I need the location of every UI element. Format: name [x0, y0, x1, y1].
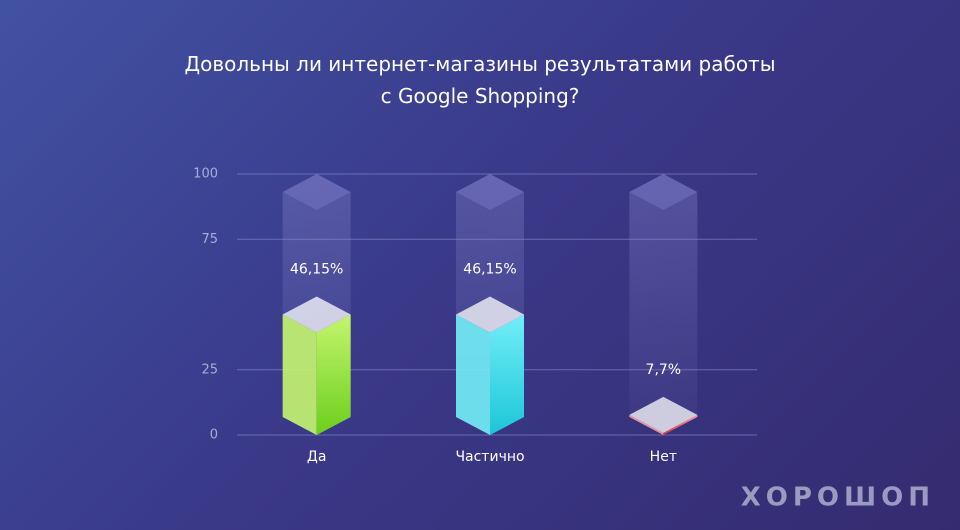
bar-left-face: [282, 314, 317, 435]
value-label: 46,15%: [463, 262, 516, 278]
bar-right-face: [316, 314, 351, 435]
ghost-column: [629, 174, 698, 435]
y-tick-label: 100: [193, 167, 218, 182]
bar-right-face: [663, 414, 698, 435]
value-label: 46,15%: [290, 262, 343, 278]
ghost-top: [456, 174, 524, 210]
bar: [629, 396, 698, 435]
brand: ХОРОШОП: [741, 483, 935, 513]
bar-right-face: [490, 314, 524, 435]
ghost-top: [629, 174, 698, 210]
x-tick-label: Да: [307, 449, 327, 465]
ghost-top: [282, 174, 351, 210]
x-tick-label: Частично: [455, 449, 524, 465]
bar-top-face: [282, 296, 351, 333]
value-label: 7,7%: [646, 362, 682, 378]
bar-left-face: [629, 414, 664, 435]
bar-left-face: [456, 314, 490, 435]
y-tick-label: 75: [201, 232, 218, 247]
x-tick-label: Нет: [650, 449, 677, 465]
y-tick-label: 0: [210, 428, 218, 443]
bar: [282, 296, 351, 435]
y-tick-label: 25: [201, 362, 218, 377]
chart-title: Довольны ли интернет-магазины результата…: [184, 52, 776, 108]
bar: [456, 296, 524, 435]
bar-top-face: [629, 396, 698, 433]
bar-top-face: [456, 296, 524, 333]
